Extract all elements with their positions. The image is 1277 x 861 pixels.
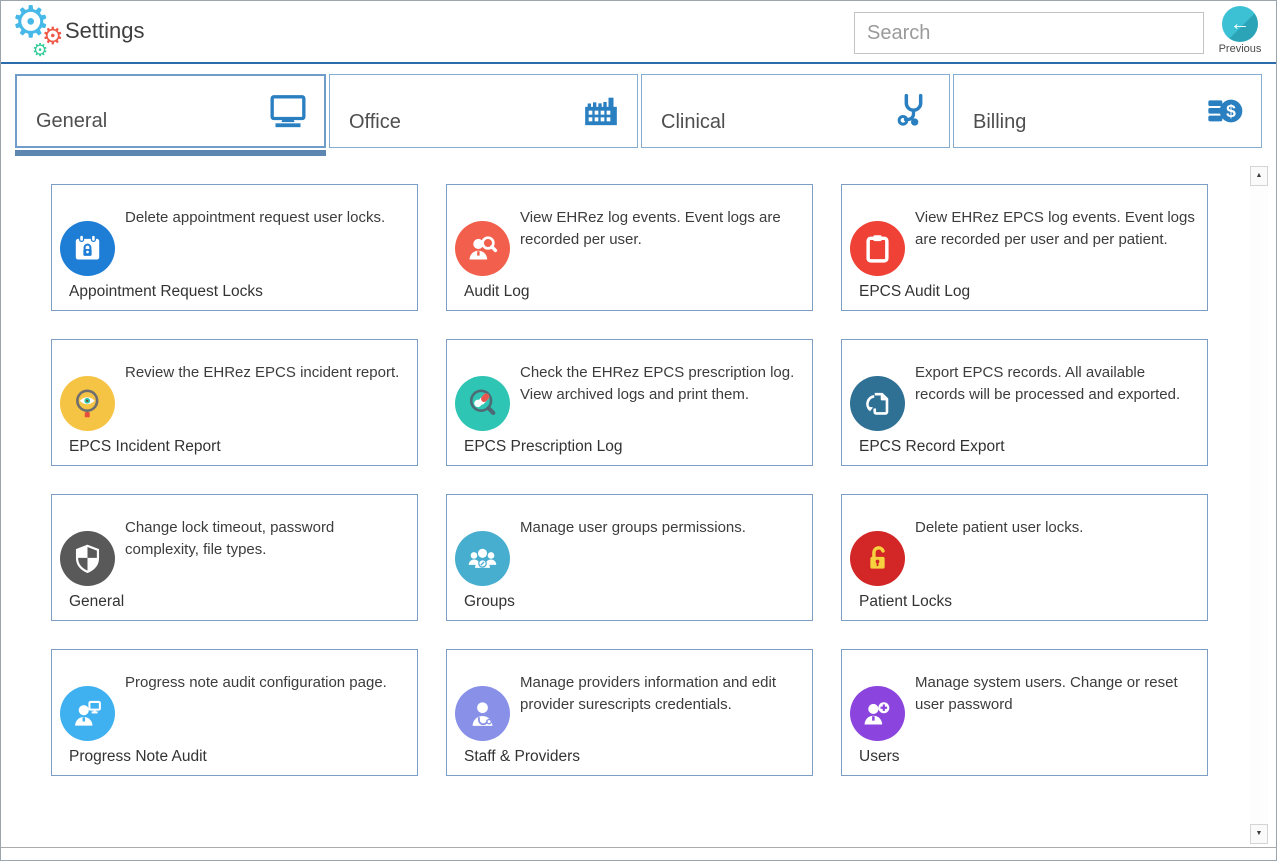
user-search-icon [455,221,510,276]
settings-card-grid: Delete appointment request user locks. A… [1,162,1276,776]
search-input[interactable] [854,12,1204,54]
card-description: Manage user groups permissions. [520,519,746,536]
card-title: EPCS Prescription Log [464,438,623,455]
tab-label: Office [349,111,401,133]
settings-card[interactable]: Manage providers information and edit pr… [446,649,813,776]
card-title: Groups [464,593,515,610]
card-description: Delete appointment request user locks. [125,209,386,226]
settings-card[interactable]: View EHRez log events. Event logs are re… [446,184,813,311]
card-description: Export EPCS records. All available recor… [915,364,1181,403]
card-description: Change lock timeout, password complexity… [125,519,335,558]
bottom-strip [1,847,1276,860]
gears-logo-icon: ⚙ ⚙ ⚙ [11,1,67,60]
card-title: Appointment Request Locks [69,283,263,300]
card-description: View EHRez log events. Event logs are re… [520,209,781,248]
tab-clinical[interactable]: Clinical [641,74,950,148]
card-description: Progress note audit configuration page. [125,674,387,691]
card-title: EPCS Incident Report [69,438,221,455]
calendar-lock-icon [60,221,115,276]
card-description: Delete patient user locks. [915,519,1084,536]
settings-card[interactable]: View EHRez EPCS log events. Event logs a… [841,184,1208,311]
doctor-icon [455,686,510,741]
settings-card[interactable]: Export EPCS records. All available recor… [841,339,1208,466]
document-export-icon [850,376,905,431]
tab-label: Clinical [661,111,726,133]
shield-icon [60,531,115,586]
card-title: EPCS Audit Log [859,283,971,300]
tab-label: Billing [973,111,1027,133]
card-description: View EHRez EPCS log events. Event logs a… [915,209,1195,248]
settings-card[interactable]: Delete patient user locks. Patient Locks [841,494,1208,621]
monitor-icon [268,91,308,131]
vertical-scrollbar[interactable]: ▲ ▼ [1250,166,1268,844]
user-group-icon [455,531,510,586]
tab-general[interactable]: General [15,74,326,156]
card-title: Users [859,748,900,765]
settings-card[interactable]: Delete appointment request user locks. A… [51,184,418,311]
magnifier-pills-icon [455,376,510,431]
tab-label: General [36,110,108,132]
lock-open-icon [850,531,905,586]
card-description: Check the EHRez EPCS prescription log. V… [520,364,795,403]
stethoscope-icon [893,91,933,131]
gear-blue-icon: ⚙ [11,0,51,47]
card-description: Manage system users. Change or reset use… [915,674,1178,713]
settings-card[interactable]: Check the EHRez EPCS prescription log. V… [446,339,813,466]
tab-billing[interactable]: Billing $ [953,74,1262,148]
header: ⚙ ⚙ ⚙ Settings ← Previous [1,1,1276,64]
arrow-left-icon: ← [1230,13,1250,35]
card-title: EPCS Record Export [859,438,1005,455]
card-title: Staff & Providers [464,748,581,765]
settings-card[interactable]: Review the EHRez EPCS incident report. E… [51,339,418,466]
billing-coins-icon: $ [1205,91,1245,131]
tab-office[interactable]: Office [329,74,638,148]
previous-button[interactable]: ← [1222,6,1258,42]
gear-red-icon: ⚙ [42,23,64,50]
page-title: Settings [65,18,145,43]
svg-text:$: $ [1226,101,1236,121]
previous-control: ← Previous [1214,6,1266,55]
gear-green-icon: ⚙ [32,40,49,60]
card-title: General [69,593,125,610]
card-title: Audit Log [464,283,530,300]
scroll-down-button[interactable]: ▼ [1250,824,1268,844]
card-description: Manage providers information and edit pr… [520,674,776,713]
tab-bar: General Office Clinical Billing $ [15,74,1262,156]
settings-card[interactable]: Progress note audit configuration page. … [51,649,418,776]
settings-card[interactable]: Manage user groups permissions. Groups [446,494,813,621]
user-plus-icon [850,686,905,741]
clipboard-icon [850,221,905,276]
previous-label: Previous [1218,43,1262,55]
user-monitor-icon [60,686,115,741]
scroll-up-button[interactable]: ▲ [1250,166,1268,186]
factory-icon [581,91,621,131]
settings-card[interactable]: Change lock timeout, password complexity… [51,494,418,621]
card-title: Patient Locks [859,593,953,610]
card-description: Review the EHRez EPCS incident report. [125,364,400,381]
settings-card[interactable]: Manage system users. Change or reset use… [841,649,1208,776]
card-title: Progress Note Audit [69,748,207,765]
content-area: Delete appointment request user locks. A… [1,162,1276,844]
magnifier-eye-icon [60,376,115,431]
